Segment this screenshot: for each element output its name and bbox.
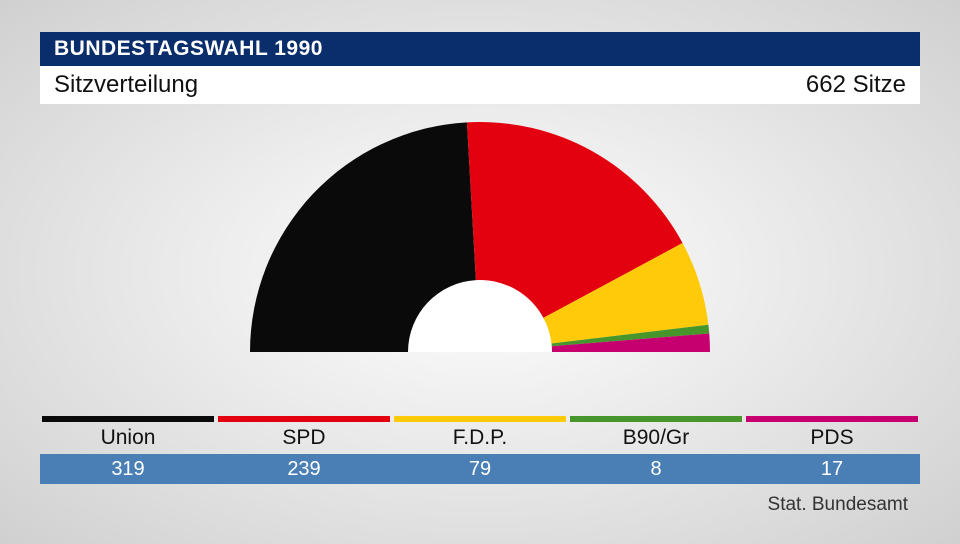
- legend-label: SPD: [216, 422, 392, 452]
- legend-item-pds: PDS: [744, 416, 920, 452]
- total-seats-label: 662 Sitze: [806, 71, 906, 99]
- legend-label: Union: [40, 422, 216, 452]
- legend-value: 17: [744, 454, 920, 484]
- legend-value: 8: [568, 454, 744, 484]
- party-seat-values-row: 31923979817: [40, 454, 920, 484]
- legend-item-union: Union: [40, 416, 216, 452]
- chart-subtitle: Sitzverteilung: [54, 71, 198, 99]
- legend-label: PDS: [744, 422, 920, 452]
- half-donut-svg: [248, 120, 712, 354]
- source-label: Stat. Bundesamt: [768, 494, 908, 516]
- legend-value: 239: [216, 454, 392, 484]
- legend-value: 79: [392, 454, 568, 484]
- legend-value: 319: [40, 454, 216, 484]
- header-bar: BUNDESTAGSWAHL 1990: [40, 32, 920, 66]
- legend-item-spd: SPD: [216, 416, 392, 452]
- sub-header-bar: Sitzverteilung 662 Sitze: [40, 66, 920, 104]
- legend-item-b90-gr: B90/Gr: [568, 416, 744, 452]
- page-title: BUNDESTAGSWAHL 1990: [54, 37, 323, 61]
- seat-distribution-chart: [0, 120, 960, 410]
- legend-label: F.D.P.: [392, 422, 568, 452]
- legend-item-f-d-p-: F.D.P.: [392, 416, 568, 452]
- legend-label: B90/Gr: [568, 422, 744, 452]
- party-legend: UnionSPDF.D.P.B90/GrPDS: [40, 416, 920, 452]
